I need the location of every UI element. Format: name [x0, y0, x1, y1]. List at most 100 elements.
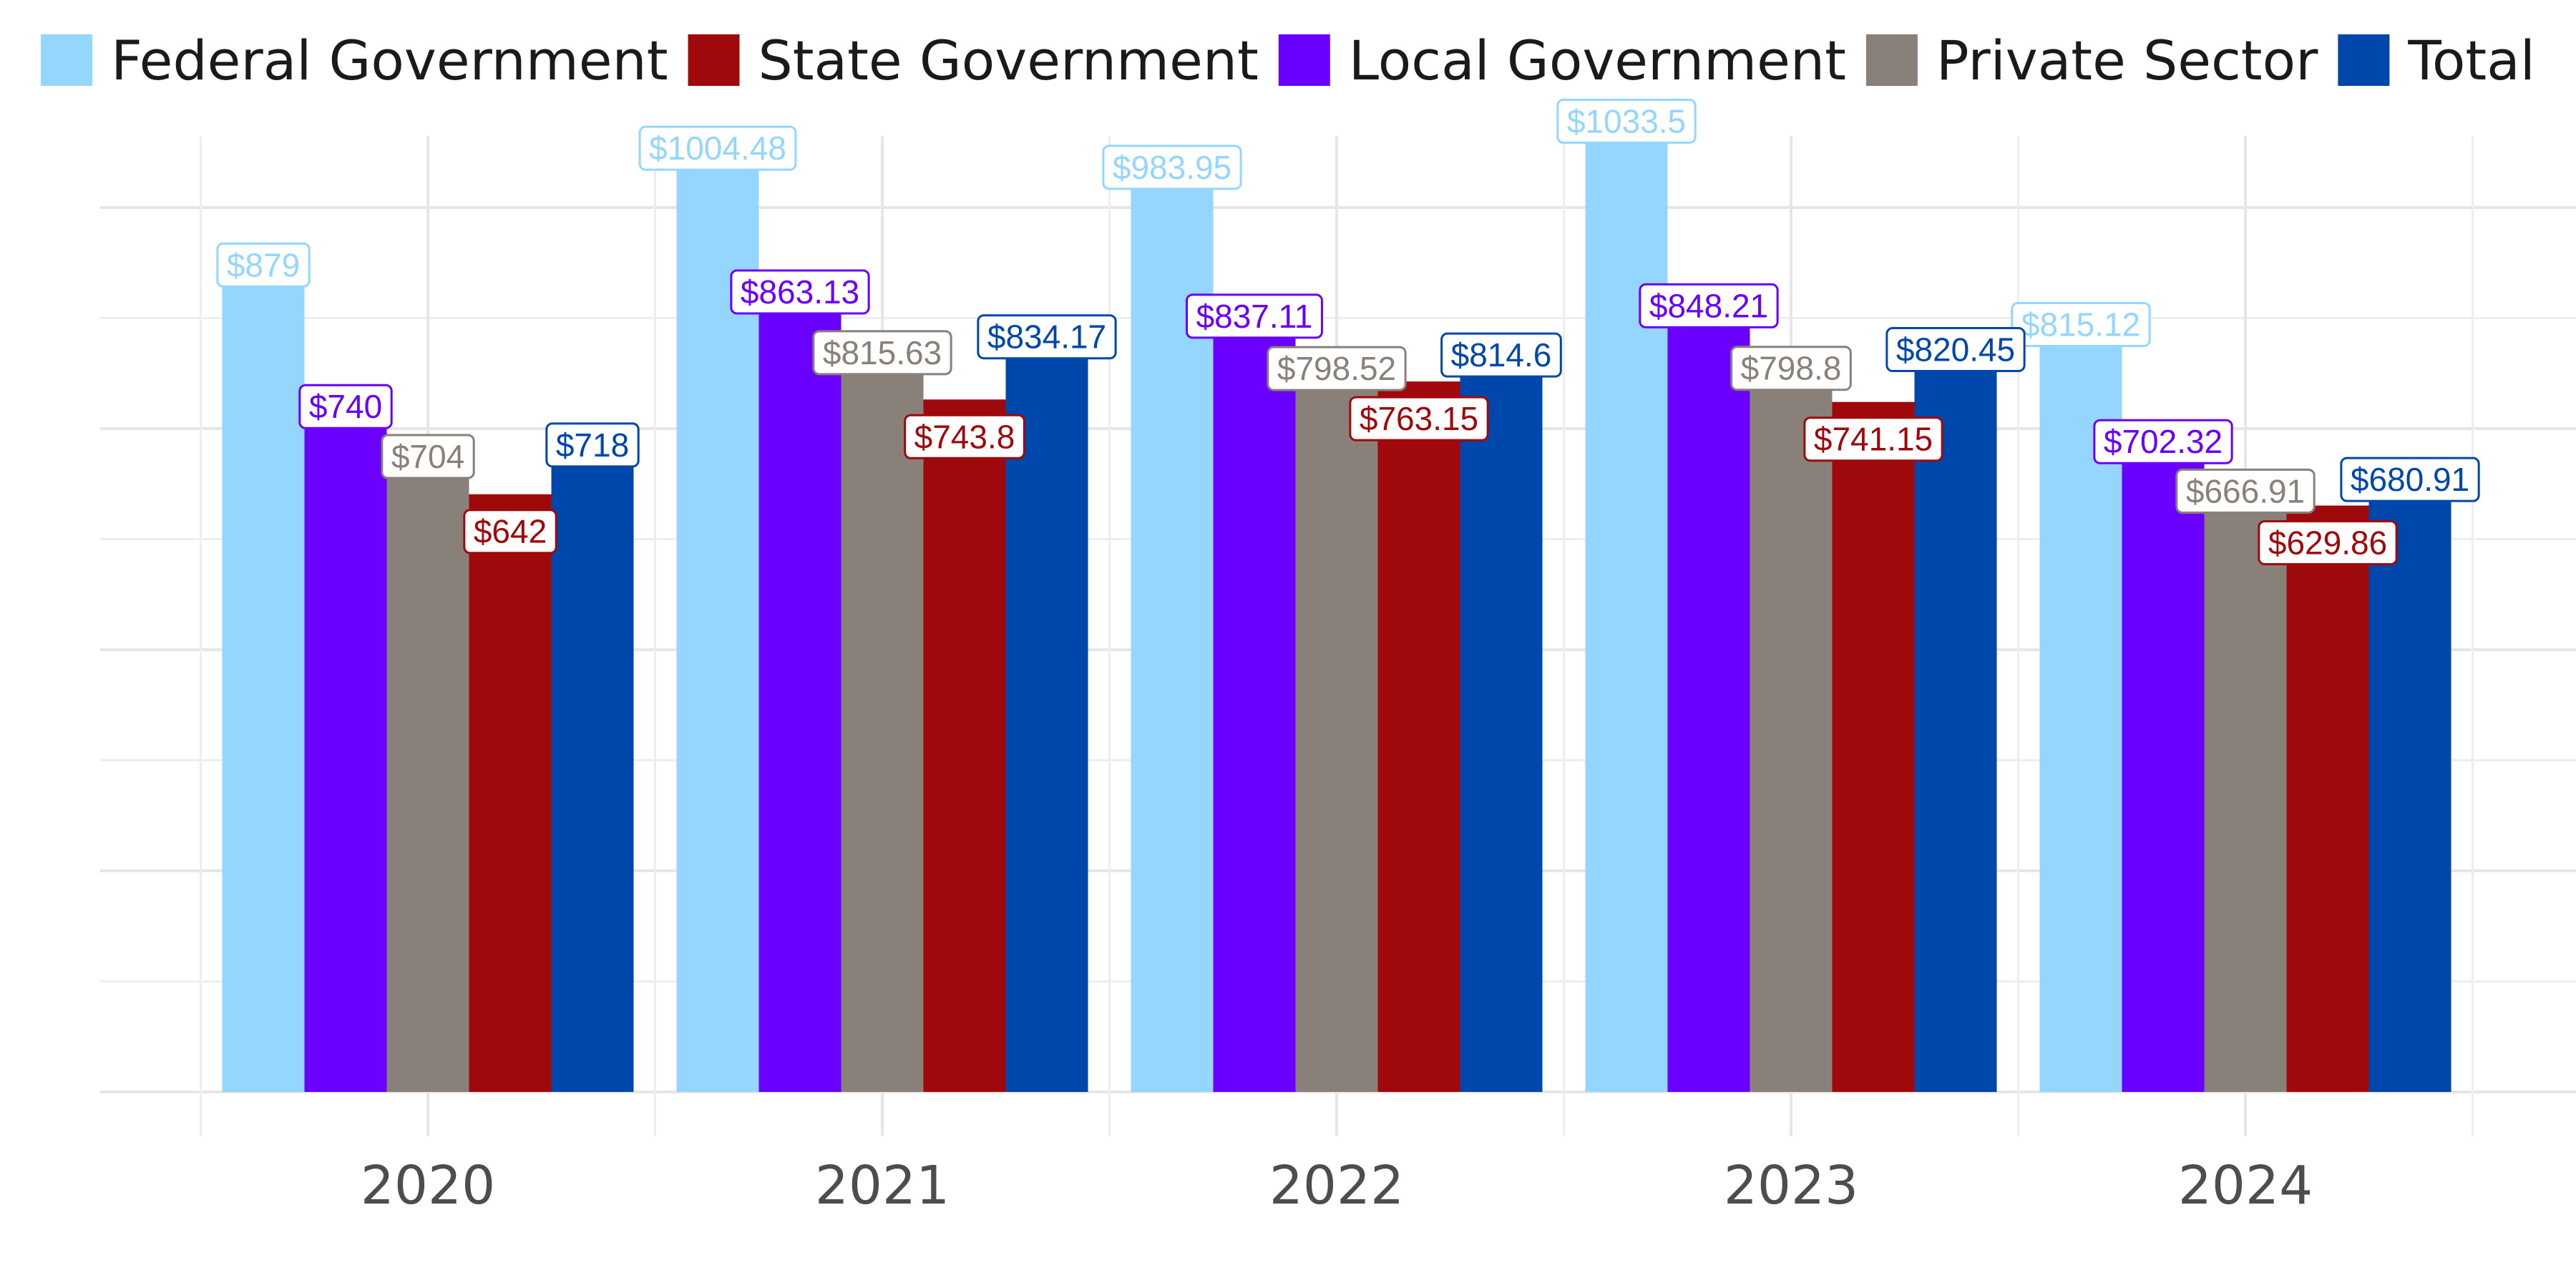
bars — [222, 130, 2451, 1093]
bar-local-government-2023 — [1667, 302, 1750, 1093]
bar-local-government-2022 — [1213, 312, 1296, 1092]
data-label-text: $741.15 — [1814, 421, 1933, 458]
data-label-text: $863.13 — [741, 273, 859, 311]
data-label-state-government-2022: $763.15 — [1349, 396, 1489, 441]
data-label-text: $848.21 — [1649, 287, 1768, 324]
x-tick-label-2020: 2020 — [361, 1155, 495, 1216]
legend-item-local-government: Local Government — [1278, 29, 1846, 92]
data-label-box — [812, 330, 952, 376]
data-label-box — [1556, 98, 1697, 144]
data-label-state-government-2023: $741.15 — [1803, 416, 1943, 462]
bar-total-2022 — [1460, 333, 1543, 1092]
bar-private-sector-2024 — [2204, 471, 2287, 1092]
data-label-text: $704 — [391, 438, 464, 475]
data-label-text: $666.91 — [2186, 472, 2305, 509]
bar-private-sector-2023 — [1750, 348, 1833, 1093]
data-label-private-sector-2020: $704 — [381, 434, 475, 479]
legend-item-total: Total — [2338, 29, 2535, 92]
data-label-text: $743.8 — [914, 418, 1015, 455]
bar-state-government-2024 — [2286, 505, 2369, 1092]
data-label-local-government-2021: $863.13 — [730, 269, 870, 315]
data-label-private-sector-2022: $798.52 — [1267, 346, 1407, 391]
legend: Federal Government State Government Local … — [41, 29, 2535, 92]
data-label-private-sector-2021: $815.63 — [812, 330, 952, 376]
x-axis: 2020 2021 2022 2023 2024 — [361, 1155, 2313, 1216]
data-label-box — [1349, 396, 1489, 441]
data-label-box — [977, 314, 1117, 360]
data-label-text: $1033.5 — [1567, 102, 1686, 140]
data-label-total-2021: $834.17 — [977, 314, 1117, 360]
data-label-total-2020: $718 — [545, 422, 640, 468]
data-label-federal-government-2020: $879 — [216, 242, 311, 288]
bar-state-government-2022 — [1377, 381, 1460, 1092]
data-label-total-2024: $680.91 — [2340, 457, 2480, 502]
legend-swatch — [41, 34, 93, 86]
data-label-state-government-2024: $629.86 — [2258, 520, 2398, 566]
data-label-text: $814.6 — [1451, 336, 1552, 374]
data-label-box — [1186, 293, 1323, 339]
x-tick-label-2023: 2023 — [1724, 1155, 1858, 1216]
data-label-local-government-2024: $702.32 — [2093, 419, 2233, 464]
data-label-text: $680.91 — [2351, 461, 2469, 498]
legend-item-private-sector: Private Sector — [1865, 29, 2318, 92]
data-label-text: $1004.48 — [649, 130, 786, 167]
legend-item-state-government: State Government — [688, 29, 1259, 92]
legend-swatch — [1865, 34, 1918, 86]
data-label-box — [2340, 457, 2480, 502]
data-label-text: $834.17 — [987, 318, 1106, 356]
bar-federal-government-2023 — [1585, 130, 1668, 1093]
data-label-box — [2258, 520, 2398, 566]
legend-label: Federal Government — [111, 29, 668, 92]
data-label-box — [1102, 145, 1242, 190]
bar-state-government-2021 — [923, 399, 1006, 1092]
bar-private-sector-2020 — [386, 436, 469, 1092]
data-label-local-government-2020: $740 — [298, 384, 393, 429]
legend-label: Local Government — [1349, 29, 1846, 92]
bar-total-2020 — [551, 423, 634, 1092]
data-labels: $879 $1004.48 $983.95 $1033.5 $815.12 $740 $86… — [216, 98, 2480, 566]
data-label-text: $820.45 — [1896, 331, 2015, 369]
data-label-box — [2175, 468, 2316, 514]
bar-local-government-2020 — [304, 403, 387, 1092]
x-tick-label-2022: 2022 — [1269, 1155, 1404, 1216]
data-label-state-government-2020: $642 — [463, 509, 557, 555]
data-label-text: $837.11 — [1196, 298, 1313, 335]
data-label-text: $798.8 — [1741, 350, 1842, 387]
data-label-federal-government-2021: $1004.48 — [638, 125, 797, 171]
bar-local-government-2021 — [758, 288, 841, 1092]
data-label-text: $629.86 — [2268, 525, 2387, 562]
bar-private-sector-2022 — [1295, 348, 1378, 1092]
legend-swatch — [688, 34, 740, 86]
data-label-text: $718 — [556, 426, 629, 464]
data-label-text: $642 — [474, 513, 547, 550]
x-tick-label-2021: 2021 — [815, 1155, 950, 1216]
legend-label: Private Sector — [1936, 29, 2318, 92]
legend-label: Total — [2407, 29, 2535, 92]
data-label-local-government-2022: $837.11 — [1186, 293, 1323, 339]
legend-label: State Government — [758, 29, 1259, 92]
data-label-text: $740 — [309, 388, 382, 425]
data-label-box — [1639, 283, 1779, 328]
data-label-text: $815.12 — [2021, 306, 2140, 343]
data-label-text: $983.95 — [1113, 149, 1231, 186]
bar-state-government-2023 — [1832, 401, 1915, 1092]
data-label-box — [463, 509, 557, 555]
data-label-text: $815.63 — [823, 334, 942, 371]
data-label-box — [1885, 327, 2026, 373]
data-label-federal-government-2023: $1033.5 — [1556, 98, 1697, 144]
data-label-box — [216, 242, 311, 288]
data-label-text: $879 — [227, 246, 300, 283]
bar-state-government-2020 — [469, 494, 552, 1092]
data-label-box — [904, 414, 1025, 459]
data-label-box — [2011, 301, 2151, 347]
data-label-state-government-2021: $743.8 — [904, 414, 1025, 459]
data-label-local-government-2023: $848.21 — [1639, 283, 1779, 328]
data-label-private-sector-2023: $798.8 — [1730, 346, 1852, 391]
legend-item-federal-government: Federal Government — [41, 29, 668, 92]
bar-local-government-2024 — [2122, 438, 2205, 1092]
data-label-box — [1803, 416, 1943, 462]
data-label-box — [730, 269, 870, 315]
data-label-box — [1267, 346, 1407, 391]
